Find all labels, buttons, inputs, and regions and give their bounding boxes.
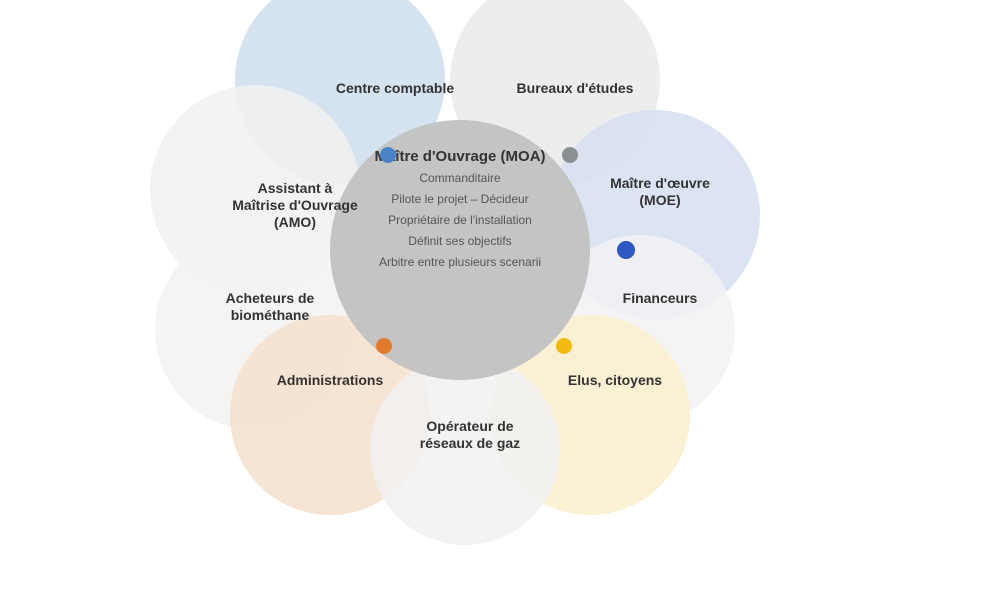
label-operateur: Opérateur de réseaux de gaz <box>370 418 570 452</box>
diagram-stage: Maître d'Ouvrage (MOA) Commanditaire Pil… <box>0 0 1000 600</box>
dot-bureaux-etudes <box>562 147 578 163</box>
center-moa: Maître d'Ouvrage (MOA) Commanditaire Pil… <box>330 120 590 380</box>
center-line-2: Propriétaire de l'installation <box>388 213 532 228</box>
dot-elus <box>556 338 572 354</box>
label-acheteurs: Acheteurs de biométhane <box>170 290 370 324</box>
dot-centre-comptable <box>380 147 396 163</box>
center-line-4: Arbitre entre plusieurs scenarii <box>379 255 541 270</box>
label-moe: Maître d'œuvre (MOE) <box>560 175 760 209</box>
center-line-0: Commanditaire <box>419 171 500 186</box>
center-line-3: Définit ses objectifs <box>408 234 511 249</box>
label-financeurs: Financeurs <box>560 290 760 307</box>
label-elus: Elus, citoyens <box>515 372 715 389</box>
label-admin: Administrations <box>230 372 430 389</box>
dot-moe <box>617 241 635 259</box>
center-line-1: Pilote le projet – Décideur <box>391 192 528 207</box>
label-amo: Assistant à Maîtrise d'Ouvrage (AMO) <box>195 180 395 230</box>
center-title: Maître d'Ouvrage (MOA) <box>374 148 545 165</box>
label-centre-comptable: Centre comptable <box>295 80 495 97</box>
dot-admin <box>376 338 392 354</box>
label-bureaux-etudes: Bureaux d'études <box>475 80 675 97</box>
